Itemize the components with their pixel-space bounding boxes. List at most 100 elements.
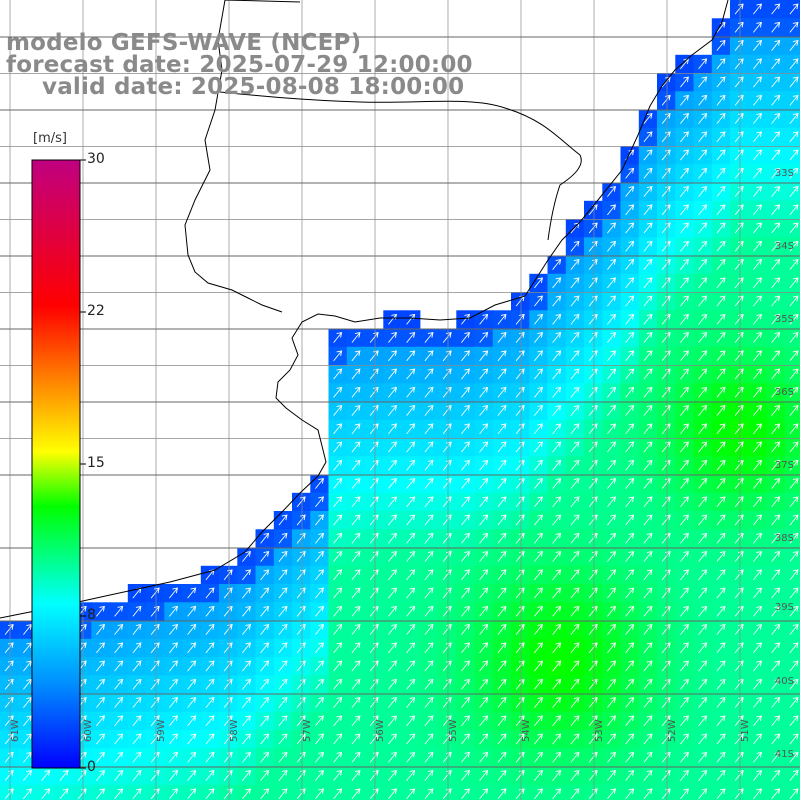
wind-cell [784, 182, 800, 202]
wind-cell [784, 127, 800, 147]
wind-cell [620, 365, 640, 384]
wind-arrow [607, 733, 616, 745]
wind-arrow [497, 423, 507, 435]
wind-arrow [351, 478, 361, 489]
wind-cell [292, 565, 311, 585]
wind-cell [565, 419, 585, 439]
wind-arrow [552, 642, 562, 654]
wind-arrow [771, 423, 781, 435]
wind-cell [456, 383, 476, 403]
wind-cell [492, 638, 512, 658]
wind-arrow [789, 405, 799, 416]
wind-arrow [424, 660, 434, 672]
wind-cell [419, 584, 439, 603]
wind-cell [401, 328, 421, 348]
wind-cell [91, 657, 111, 676]
wind-arrow [680, 149, 689, 161]
wind-cell [127, 602, 147, 622]
wind-cell [255, 657, 275, 676]
wind-arrow [461, 660, 470, 672]
wind-arrow [680, 259, 689, 270]
wind-cell [693, 127, 713, 147]
wind-cell [492, 456, 512, 476]
wind-arrow [570, 277, 580, 289]
wind-arrow [114, 751, 124, 763]
wind-cell [784, 492, 800, 512]
wind-cell [730, 36, 749, 56]
wind-cell [620, 219, 640, 238]
wind-arrow [753, 514, 762, 526]
wind-arrow [789, 733, 799, 745]
wind-arrow [242, 751, 251, 763]
wind-arrow [771, 569, 781, 581]
wind-cell [365, 419, 384, 439]
wind-cell [784, 565, 800, 585]
wind-cell [219, 602, 238, 622]
wind-arrow [753, 332, 762, 343]
wind-cell [383, 584, 403, 603]
wind-cell [693, 401, 713, 421]
wind-cell [255, 638, 275, 658]
wind-arrow [187, 642, 197, 654]
wind-cell [474, 511, 494, 530]
wind-arrow [461, 514, 470, 526]
wind-cell [730, 547, 749, 567]
wind-cell [638, 109, 658, 129]
wind-cell [401, 346, 421, 366]
wind-cell [474, 711, 494, 731]
wind-cell [730, 693, 749, 713]
wind-cell [638, 292, 658, 311]
wind-cell [602, 438, 622, 457]
wind-arrow [625, 496, 635, 508]
wind-cell [237, 766, 257, 786]
wind-arrow [497, 532, 507, 544]
wind-arrow [771, 751, 781, 763]
wind-arrow [643, 313, 653, 325]
wind-cell [693, 456, 713, 476]
wind-arrow [771, 551, 781, 562]
wind-cell [730, 419, 749, 439]
wind-arrow [753, 605, 762, 617]
wind-cell [511, 657, 530, 676]
wind-arrow [479, 532, 489, 544]
wind-arrow [716, 313, 726, 325]
wind-cell [602, 456, 622, 476]
wind-cell [474, 383, 494, 403]
wind-cell [492, 383, 512, 403]
wind-cell [438, 675, 457, 695]
wind-arrow [479, 313, 489, 325]
wind-cell [711, 675, 731, 695]
wind-arrow [406, 532, 416, 544]
wind-arrow [698, 131, 708, 143]
wind-arrow [114, 788, 124, 800]
wind-cell [182, 748, 202, 768]
wind-cell [784, 54, 800, 74]
wind-cell [584, 529, 603, 549]
wind-arrow [680, 113, 689, 124]
wind-cell [456, 602, 476, 622]
wind-cell [748, 456, 768, 476]
wind-cell [748, 401, 768, 421]
wind-arrow [351, 751, 361, 763]
wind-cell [529, 565, 549, 585]
wind-cell [438, 328, 457, 348]
wind-cell [292, 511, 311, 530]
wind-cell [584, 200, 603, 220]
wind-cell [401, 730, 421, 749]
lon-label: 57W [302, 719, 313, 742]
wind-cell [219, 748, 238, 768]
wind-arrow [242, 733, 251, 745]
wind-arrow [552, 697, 562, 708]
wind-cell [492, 511, 512, 530]
wind-arrow [771, 496, 781, 508]
wind-cell [365, 620, 384, 640]
wind-cell [401, 383, 421, 403]
wind-cell [620, 730, 640, 749]
wind-cell [675, 675, 695, 695]
wind-arrow [698, 624, 708, 635]
wind-arrow [424, 569, 434, 581]
wind-arrow [698, 405, 708, 416]
wind-cell [711, 474, 731, 494]
wind-cell [273, 547, 293, 567]
wind-cell [748, 182, 768, 202]
